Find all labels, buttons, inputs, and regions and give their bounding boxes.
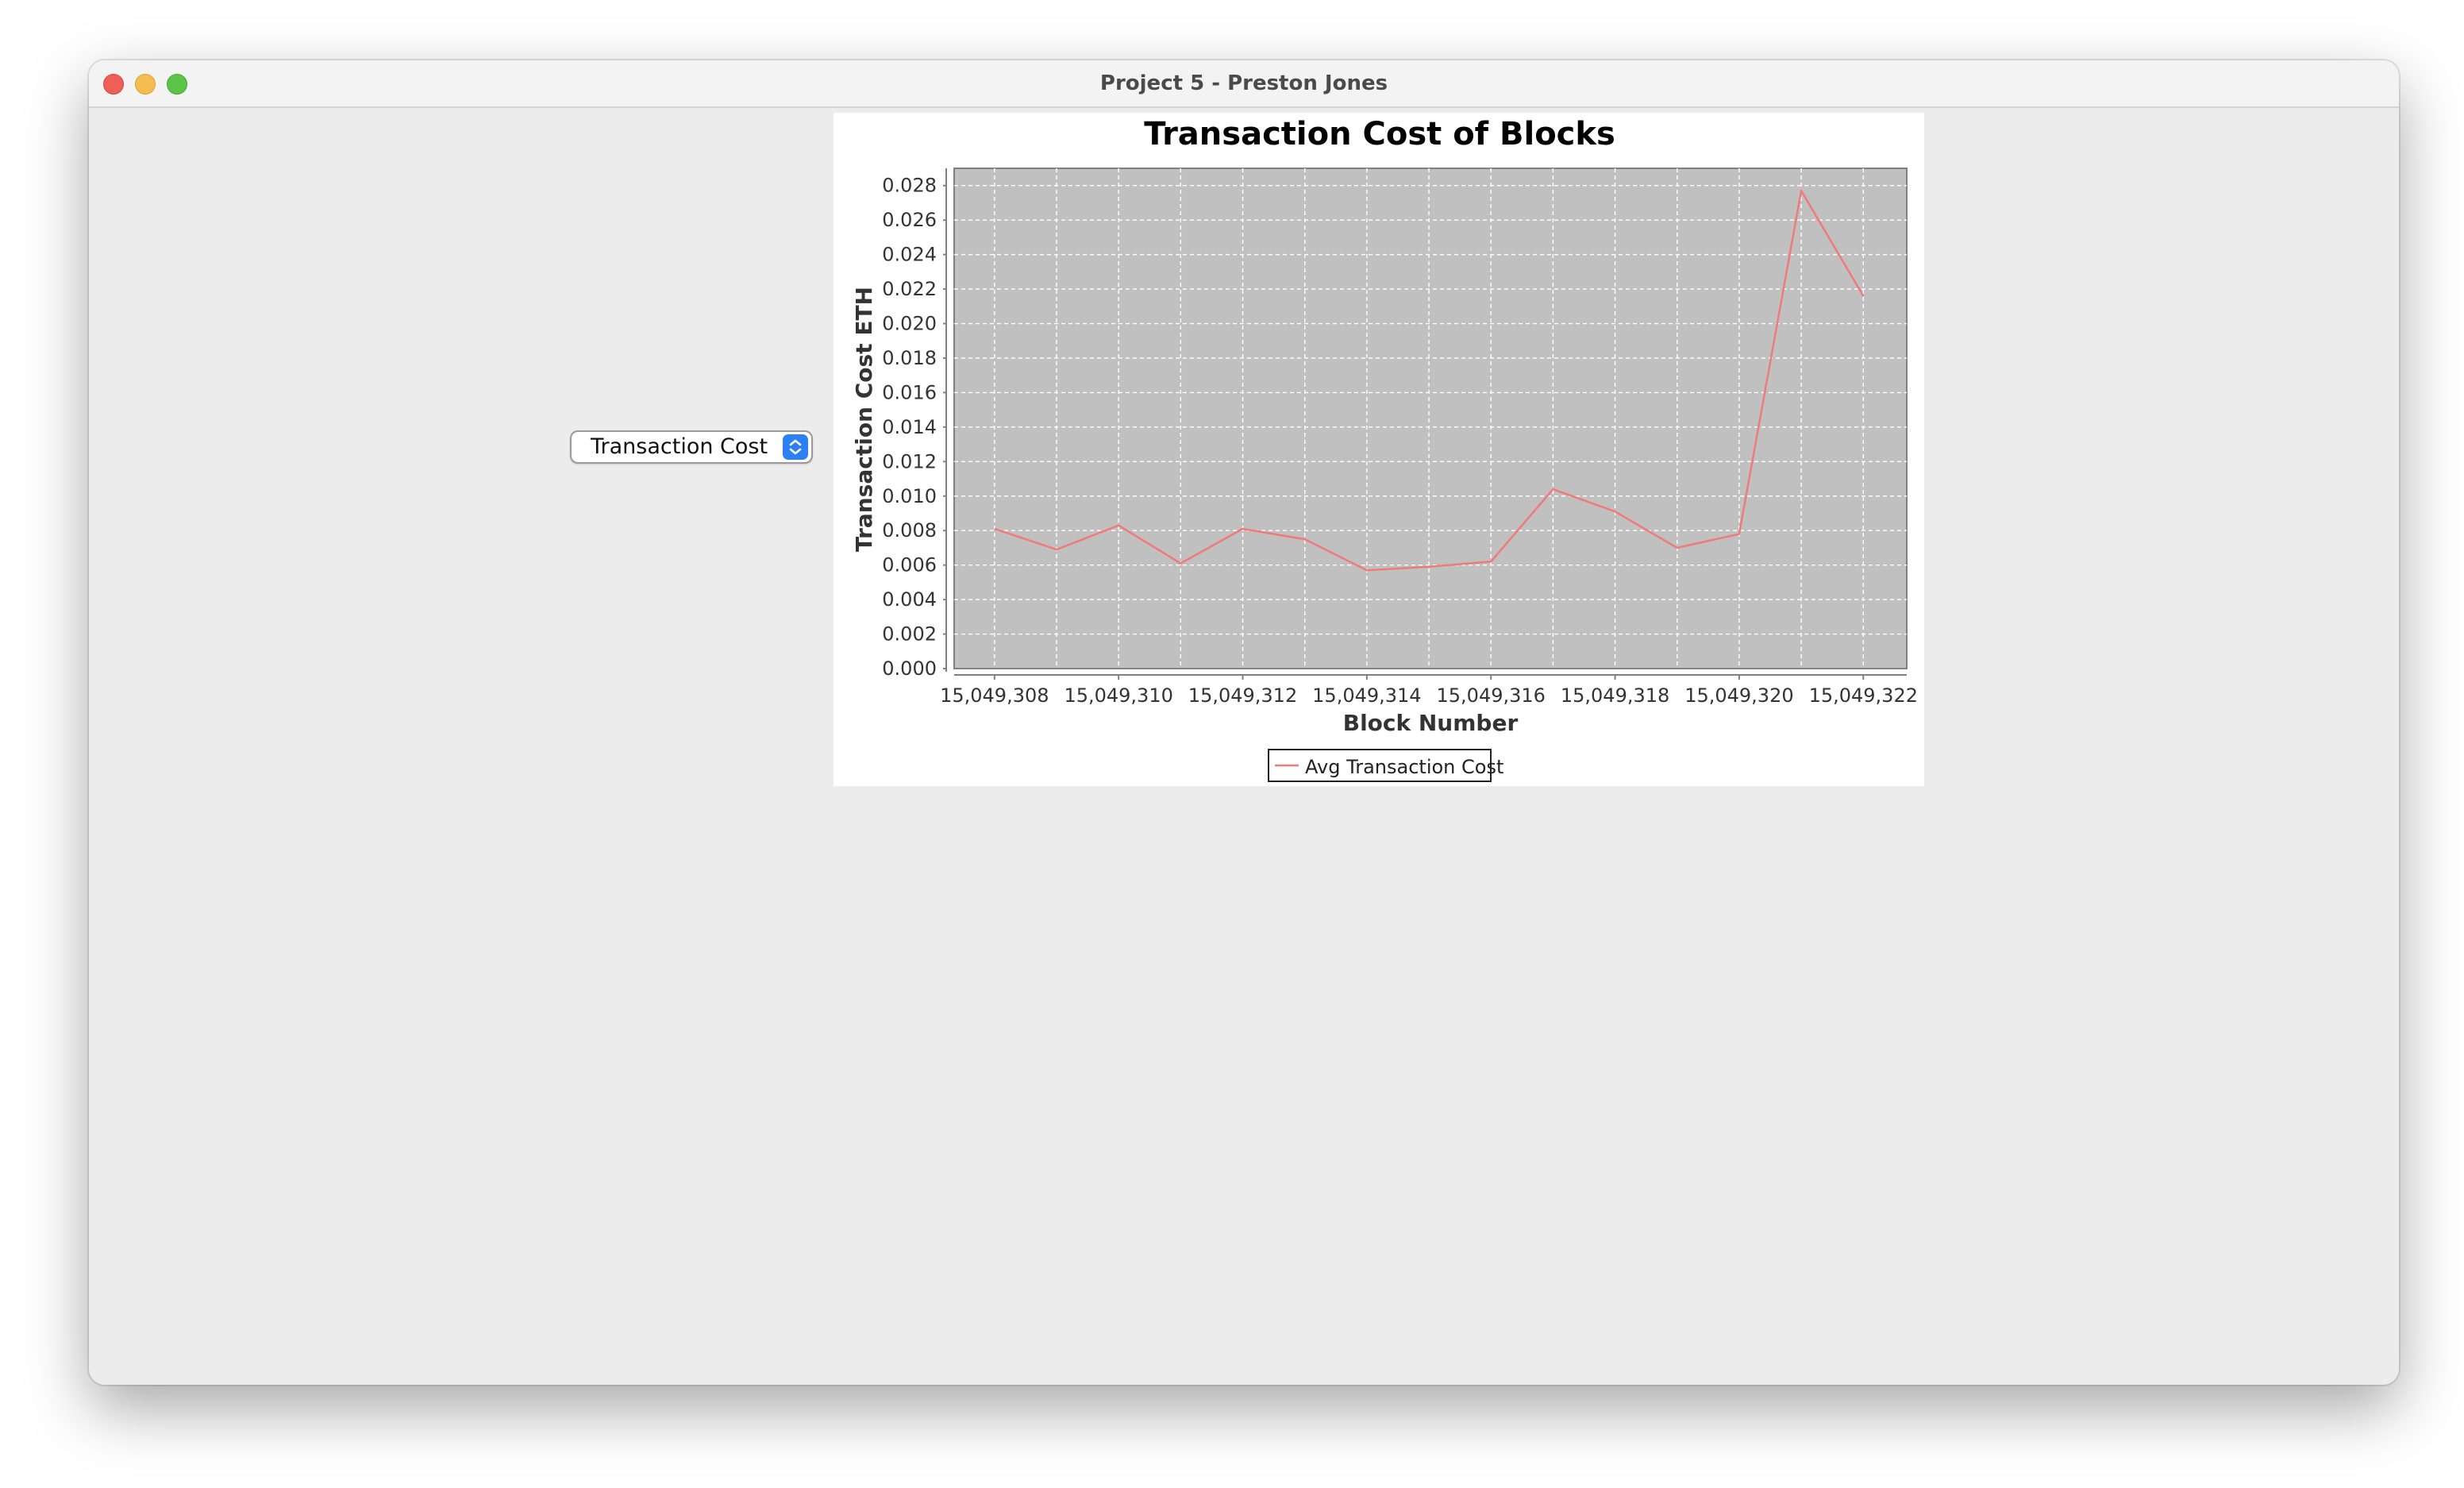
x-tick-label: 15,049,320 xyxy=(1684,684,1793,707)
x-tick-label: 15,049,316 xyxy=(1437,684,1546,707)
y-tick-label: 0.022 xyxy=(882,278,937,300)
grid-lines xyxy=(954,168,1907,669)
y-tick-label: 0.010 xyxy=(882,485,937,507)
plot-area xyxy=(953,168,1908,669)
y-tick-label: 0.006 xyxy=(882,554,937,576)
y-axis-label: Transaction Cost ETH xyxy=(851,287,877,552)
close-window-icon[interactable] xyxy=(103,74,124,94)
legend-label: Avg Transaction Cost xyxy=(1305,756,1503,778)
chart-type-select-value: Transaction Cost xyxy=(591,434,768,459)
y-axis-tick-labels: 0.000 0.002 0.004 0.006 0.008 0.010 0.012 0.014… xyxy=(882,175,946,680)
title-bar[interactable]: Project 5 - Preston Jones xyxy=(89,60,2399,108)
x-tick-label: 15,049,312 xyxy=(1188,684,1297,707)
chart-panel: Transaction Cost of Blocks 0.000 0.002 0.0… xyxy=(834,113,1924,786)
minimize-window-icon[interactable] xyxy=(135,74,156,94)
y-tick-label: 0.016 xyxy=(882,381,937,403)
y-tick-label: 0.026 xyxy=(882,209,937,231)
x-axis-label: Block Number xyxy=(1343,710,1519,736)
legend-box xyxy=(1268,749,1492,782)
x-tick-label: 15,049,314 xyxy=(1312,684,1421,707)
maximize-window-icon[interactable] xyxy=(167,74,187,94)
y-tick-label: 0.028 xyxy=(882,175,937,197)
chart-type-select[interactable]: Transaction Cost xyxy=(570,430,813,464)
x-tick-label: 15,049,322 xyxy=(1809,684,1918,707)
transaction-cost-chart: Transaction Cost of Blocks 0.0000.0020.0… xyxy=(851,116,1918,782)
y-tick-label: 0.002 xyxy=(882,623,937,646)
series-lines xyxy=(994,189,1865,572)
y-tick-label: 0.000 xyxy=(882,657,937,680)
chevron-up-down-icon[interactable] xyxy=(783,434,808,460)
axes xyxy=(945,168,1907,676)
y-tick-label: 0.014 xyxy=(882,416,937,438)
x-tick-label: 15,049,308 xyxy=(940,684,1049,707)
x-tick-label: 15,049,318 xyxy=(1561,684,1669,707)
x-axis-tick-labels: 15,049,308 15,049,310 15,049,312 15,049,314… xyxy=(940,675,1918,707)
y-tick-label: 0.020 xyxy=(882,313,937,335)
legend: Avg Transaction Cost xyxy=(1268,749,1503,782)
y-tick-label: 0.004 xyxy=(882,588,937,611)
y-tick-label: 0.012 xyxy=(882,450,937,472)
chart-title: Transaction Cost of Blocks xyxy=(1144,116,1615,152)
window-title: Project 5 - Preston Jones xyxy=(1099,71,1388,95)
x-tick-label: 15,049,310 xyxy=(1064,684,1172,707)
y-tick-label: 0.024 xyxy=(882,244,937,266)
y-tick-label: 0.018 xyxy=(882,347,937,369)
y-tick-label: 0.008 xyxy=(882,519,937,542)
app-window: Project 5 - Preston Jones Transaction Co… xyxy=(89,60,2399,1385)
